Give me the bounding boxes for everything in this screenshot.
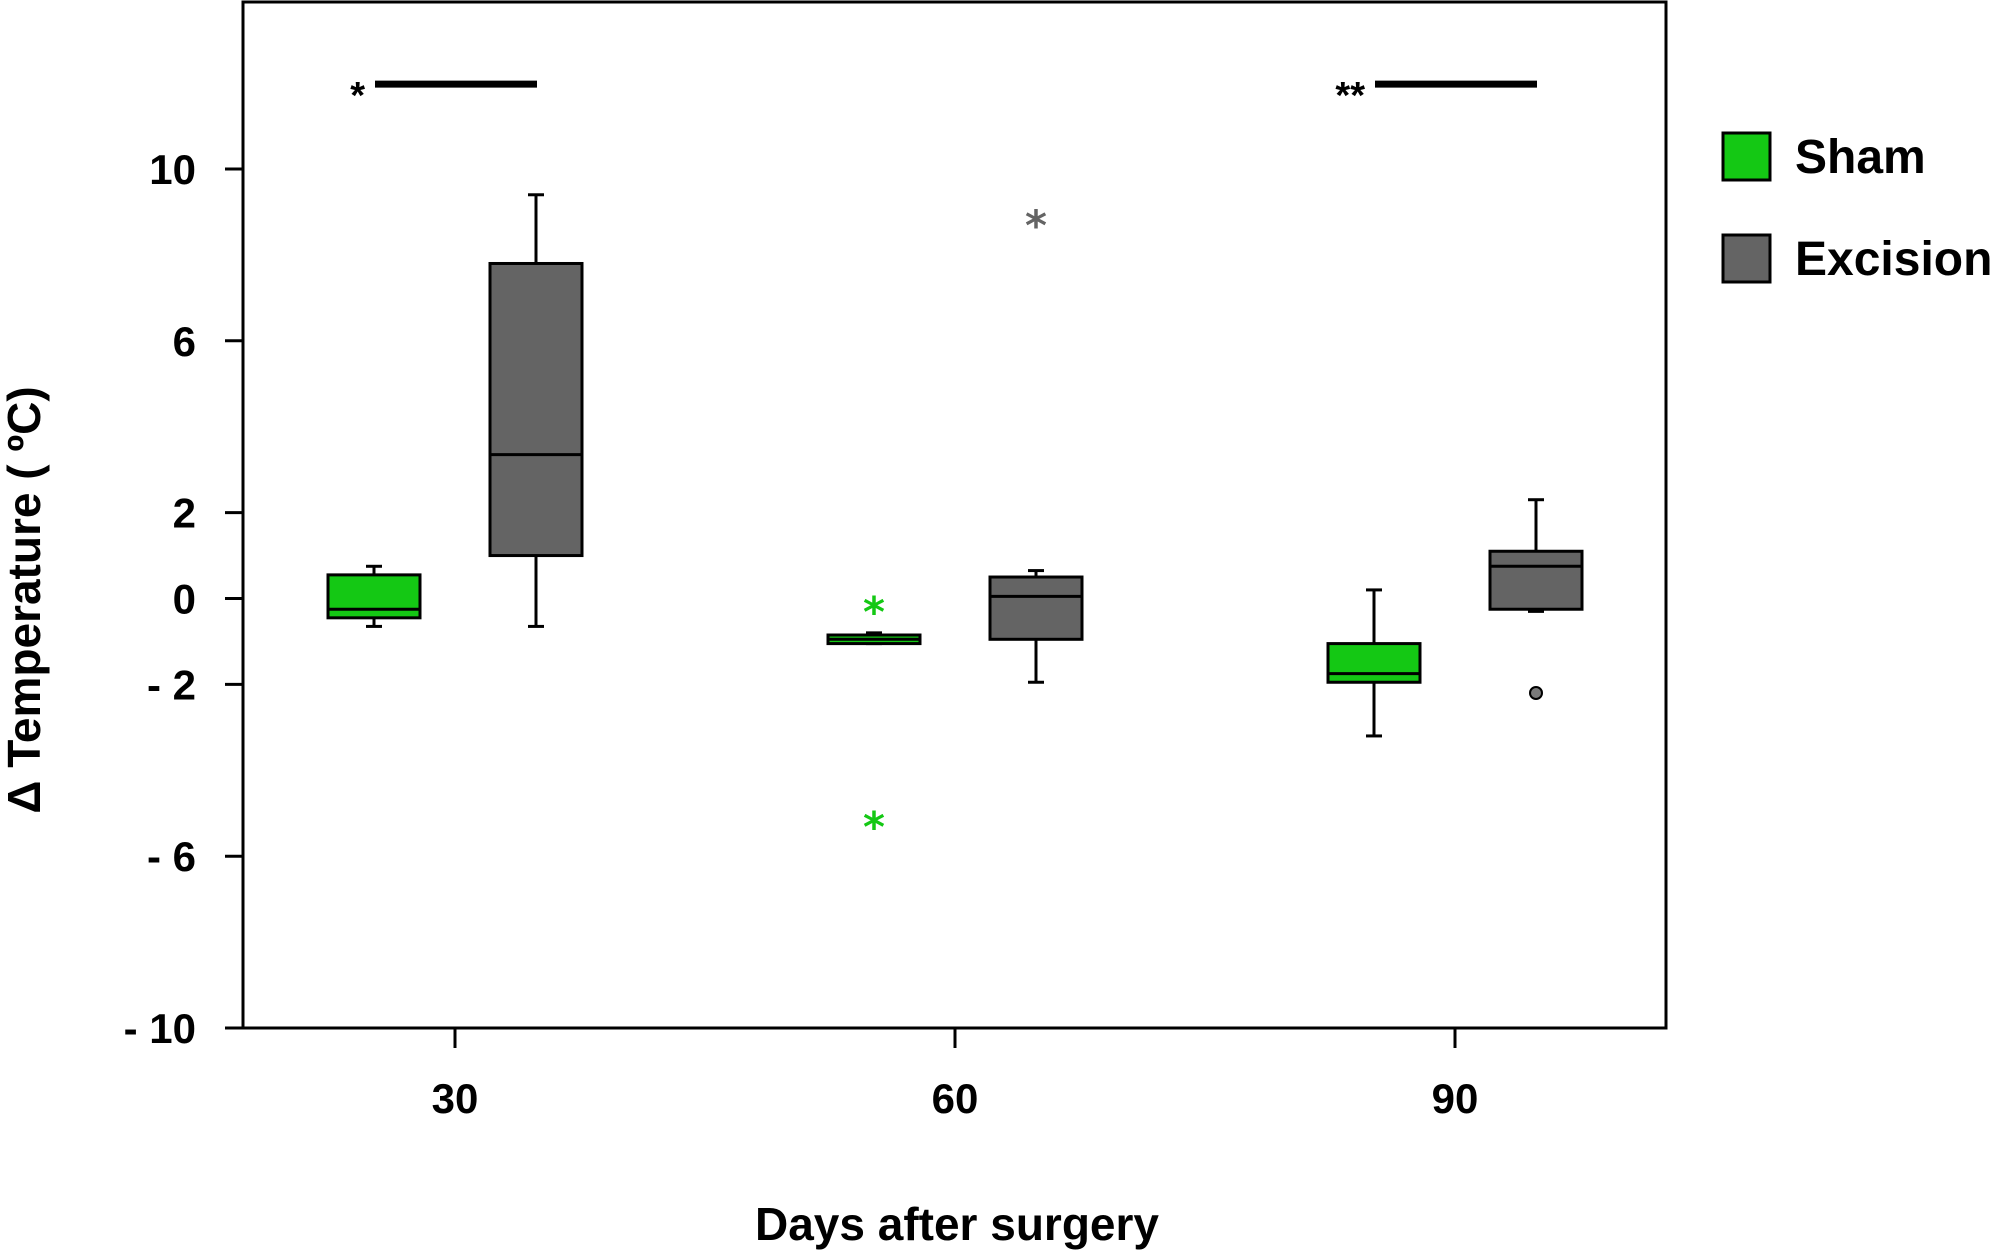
outlier-star: * [1025, 201, 1047, 250]
box-iqr [1326, 642, 1422, 684]
y-tick-label: 10 [149, 146, 196, 193]
box-iqr [1488, 549, 1584, 611]
significance-label: ** [1335, 75, 1365, 117]
plot-frame [241, 0, 1668, 1030]
legend-swatch-sham [1721, 131, 1772, 182]
y-tick-label: 2 [173, 490, 196, 537]
box-iqr [488, 261, 584, 558]
x-tick-label: 60 [932, 1075, 979, 1122]
y-axis: 10 6 2 0 - 2 - 6 - 10 [124, 146, 243, 1052]
significance-annotations: * ** [350, 75, 1537, 117]
box-series: *** [326, 193, 1584, 851]
legend-swatch-excision [1721, 233, 1772, 284]
outlier-star: * [863, 802, 885, 851]
y-tick-label: - 2 [147, 661, 196, 708]
box-sham-30 [326, 564, 422, 628]
legend-label-sham: Sham [1795, 131, 1926, 184]
significance-label: * [350, 75, 365, 117]
box-iqr [326, 573, 422, 620]
y-tick-label: - 10 [124, 1005, 196, 1052]
box-sham-90 [1326, 588, 1422, 738]
outlier-point [1529, 685, 1543, 700]
outlier-star: * [863, 588, 885, 637]
legend: Sham Excision [1721, 131, 1992, 286]
y-tick-label: - 6 [147, 833, 196, 880]
x-tick-label: 90 [1432, 1075, 1479, 1122]
box-sham-60: ** [826, 588, 922, 851]
x-axis-title: Days after surgery [755, 1198, 1159, 1250]
y-tick-label: 6 [173, 318, 196, 365]
legend-label-excision: Excision [1795, 233, 1992, 286]
box-excision-30 [488, 193, 584, 628]
x-axis: 30 60 90 [432, 1028, 1479, 1122]
x-tick-label: 30 [432, 1075, 479, 1122]
box-excision-60: * [988, 201, 1084, 684]
box-iqr [988, 575, 1084, 641]
box-excision-90 [1488, 498, 1584, 700]
y-tick-label: 0 [173, 576, 196, 623]
y-axis-title: Δ Temperature ( ºC) [0, 386, 50, 813]
